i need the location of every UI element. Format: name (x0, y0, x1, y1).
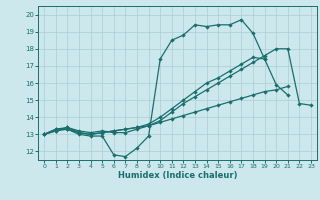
X-axis label: Humidex (Indice chaleur): Humidex (Indice chaleur) (118, 171, 237, 180)
